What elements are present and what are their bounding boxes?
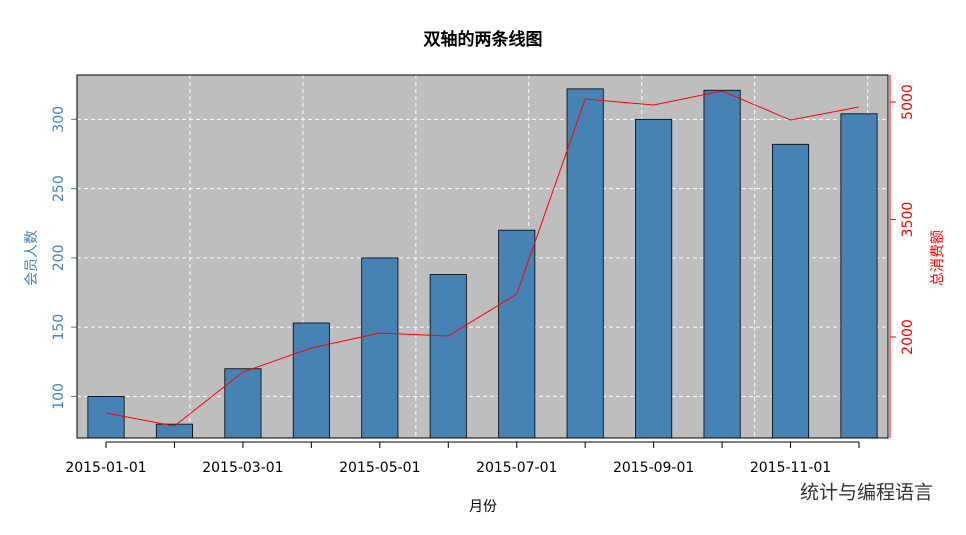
bar xyxy=(429,274,467,439)
bar xyxy=(361,257,399,439)
bar xyxy=(635,118,673,439)
y-axis-label: 会员人数 xyxy=(24,230,40,286)
bar xyxy=(703,89,741,439)
bar xyxy=(87,396,125,439)
y2-tick-label: 2000 xyxy=(900,319,916,355)
bar xyxy=(498,229,536,439)
bar xyxy=(840,113,878,439)
plot-frame xyxy=(76,74,889,439)
y2-tick-label: 3500 xyxy=(900,202,916,238)
x-tick-label: 2015-07-01 xyxy=(476,460,557,476)
bar xyxy=(224,368,262,439)
watermark: 统计与编程语言 xyxy=(800,482,933,504)
line xyxy=(105,90,860,427)
y-tick-label: 150 xyxy=(51,314,67,341)
y-tick-label: 250 xyxy=(51,175,67,202)
y-tick-label: 300 xyxy=(51,106,67,133)
bar xyxy=(292,322,330,439)
x-tick-label: 2015-05-01 xyxy=(339,460,420,476)
chart-title: 双轴的两条线图 xyxy=(424,29,543,50)
bar xyxy=(566,88,604,439)
plot-background xyxy=(77,75,888,438)
y-tick-label: 100 xyxy=(51,383,67,410)
y-tick-label: 200 xyxy=(51,245,67,272)
x-tick-label: 2015-11-01 xyxy=(750,460,831,476)
bar xyxy=(772,143,810,439)
x-tick-label: 2015-03-01 xyxy=(202,460,283,476)
x-axis-label: 月份 xyxy=(469,499,497,515)
x-tick-label: 2015-01-01 xyxy=(65,460,146,476)
y2-tick-label: 5000 xyxy=(900,84,916,120)
x-tick-label: 2015-09-01 xyxy=(613,460,694,476)
y2-axis-label: 总消费额 xyxy=(930,230,946,286)
